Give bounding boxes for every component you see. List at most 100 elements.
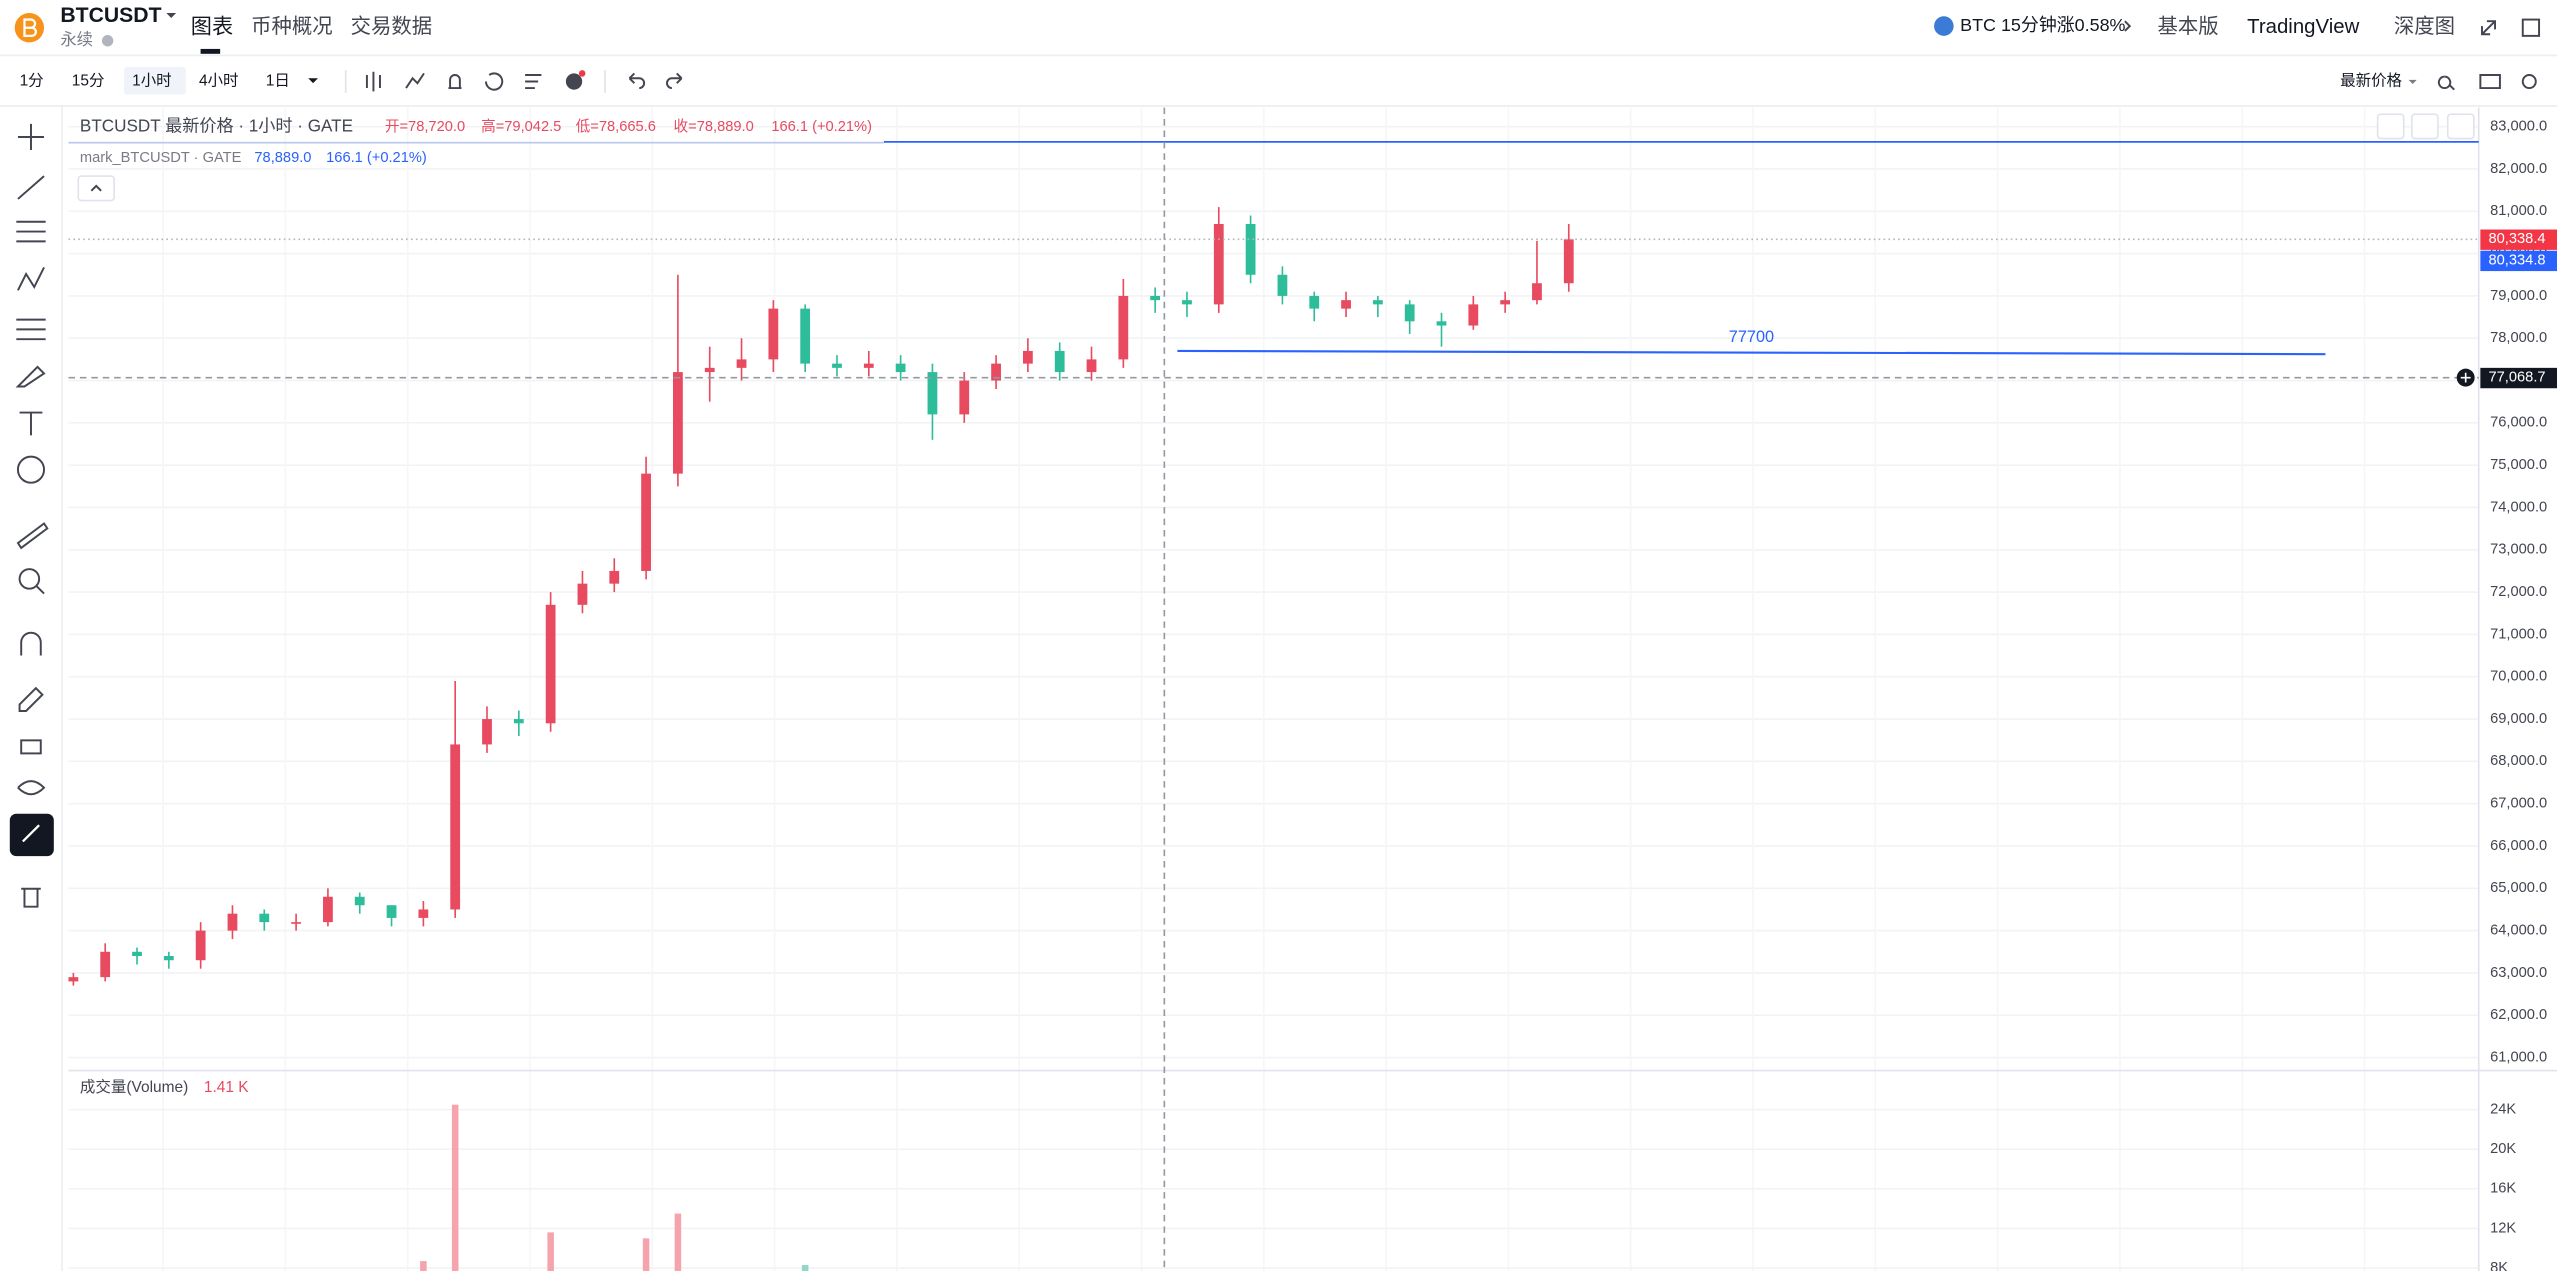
candle-body: [673, 372, 683, 474]
candle-body: [1245, 223, 1256, 275]
toolbar-icon[interactable]: [448, 74, 462, 90]
price-label-box: [2480, 250, 2557, 272]
coin-logo-glyph: [23, 18, 37, 38]
interval[interactable]: 1日: [266, 73, 290, 90]
ticker[interactable]: BTC 15分钟涨0.58%: [1960, 15, 2125, 35]
candle-body: [704, 367, 715, 373]
y-tick-label: 62,000.0: [2490, 1007, 2547, 1023]
chart-title: BTCUSDT 最新价格 · 1小时 · GATE: [80, 117, 353, 136]
volume-bar: [420, 1261, 427, 1271]
toolbar-icon[interactable]: [2479, 74, 2501, 90]
interval[interactable]: 1分: [20, 72, 44, 90]
text-tool[interactable]: [19, 411, 43, 436]
price-source-caret[interactable]: [2408, 79, 2417, 84]
candle-body: [609, 570, 620, 584]
toolbar-icon[interactable]: [666, 72, 683, 90]
candle-body: [1150, 295, 1161, 301]
lock-draw-tool[interactable]: [18, 686, 44, 712]
candle-body: [1277, 274, 1288, 296]
brush-tool[interactable]: [15, 365, 46, 388]
candle-body: [1182, 300, 1192, 305]
link[interactable]: 深度图: [2394, 15, 2455, 38]
interval[interactable]: 1小时: [132, 72, 172, 90]
line-tool[interactable]: [17, 175, 45, 200]
candle-body: [195, 930, 206, 961]
symbol-caret[interactable]: [166, 13, 177, 18]
tab[interactable]: 图表: [191, 14, 233, 38]
toolbar-icon[interactable]: [484, 72, 504, 91]
interval[interactable]: 4小时: [199, 72, 239, 90]
collapse-glyph: [90, 184, 102, 192]
ohlc-value: 开=78,720.0: [385, 119, 465, 135]
pattern-tool[interactable]: [17, 267, 45, 291]
indicator-icon[interactable]: [565, 73, 583, 90]
pane-button[interactable]: [2376, 113, 2405, 140]
toolbar-icon[interactable]: [628, 72, 646, 90]
candle-body: [1309, 295, 1320, 309]
volume-bar: [642, 1238, 650, 1271]
candle-body: [132, 951, 142, 957]
link-tool-active[interactable]: [9, 813, 54, 857]
tab[interactable]: 交易数据: [351, 15, 433, 38]
volume-bar: [801, 1265, 809, 1271]
y-tick-label: 76,000.0: [2490, 415, 2547, 431]
candle-body: [1500, 300, 1511, 305]
interval[interactable]: 15分: [72, 72, 105, 90]
toolbar-icon[interactable]: [525, 74, 542, 90]
crosshair-tool[interactable]: [17, 123, 45, 151]
y-tick-label: 83,000.0: [2490, 119, 2547, 135]
candle-body: [354, 896, 365, 906]
ruler-tool[interactable]: [16, 522, 49, 550]
window-icon[interactable]: [2521, 18, 2541, 37]
candle-body: [895, 363, 906, 373]
zoom-tool[interactable]: [18, 568, 41, 590]
hide-tool[interactable]: [17, 780, 46, 796]
price-label-box: [2480, 367, 2557, 389]
tab[interactable]: 币种概况: [251, 15, 333, 38]
emoji-tool[interactable]: [16, 455, 46, 484]
y-tick-label: 8K: [2490, 1260, 2508, 1271]
y-tick-label: 24K: [2490, 1102, 2516, 1118]
interval-caret[interactable]: [308, 78, 318, 84]
y-tick-label: 82,000.0: [2490, 161, 2547, 177]
candle-body: [100, 951, 111, 978]
candle-body: [991, 363, 1001, 381]
delete-tool[interactable]: [21, 887, 41, 908]
y-tick-label: 67,000.0: [2490, 796, 2547, 812]
channel-tool[interactable]: [16, 220, 46, 243]
candle-body: [482, 719, 492, 745]
y-tick-label: 65,000.0: [2490, 880, 2547, 896]
candle-body: [418, 909, 429, 918]
mark-change: 166.1 (+0.21%): [326, 150, 427, 166]
ohlc-value: 166.1 (+0.21%): [771, 119, 872, 135]
y-tick-label: 78,000.0: [2490, 330, 2547, 346]
volume-bar: [451, 1104, 459, 1271]
toolbar-icon[interactable]: [365, 71, 381, 92]
toolbar-icon[interactable]: [2521, 74, 2537, 90]
candle-body: [1022, 350, 1033, 364]
symbol[interactable]: BTCUSDT: [60, 4, 161, 27]
toolbar-icon[interactable]: [2437, 75, 2455, 91]
info-icon[interactable]: [101, 35, 114, 47]
lock-tool[interactable]: [20, 739, 42, 755]
pane-button[interactable]: [2411, 113, 2439, 140]
y-tick-label: 16K: [2490, 1181, 2516, 1197]
price-label-box: [2480, 229, 2557, 250]
mark-legend: mark_BTCUSDT · GATE: [80, 150, 242, 166]
candle-body: [1532, 283, 1542, 301]
candle-body: [545, 604, 556, 724]
candle-body: [259, 913, 270, 923]
candle-body: [1054, 350, 1065, 373]
price-source[interactable]: 最新价格: [2340, 72, 2402, 90]
collapse-button[interactable]: [77, 175, 115, 202]
toolbar-icon[interactable]: [405, 72, 425, 89]
magnet-tool[interactable]: [20, 631, 42, 656]
fib-tool[interactable]: [16, 318, 46, 341]
link[interactable]: 基本版: [2157, 15, 2218, 38]
candle-body: [863, 363, 874, 368]
link[interactable]: TradingView: [2247, 16, 2359, 38]
candle-body: [927, 372, 938, 415]
y-tick-label: 20K: [2490, 1141, 2516, 1157]
fullscreen-icon[interactable]: [2481, 20, 2497, 36]
pane-button[interactable]: [2446, 113, 2475, 140]
